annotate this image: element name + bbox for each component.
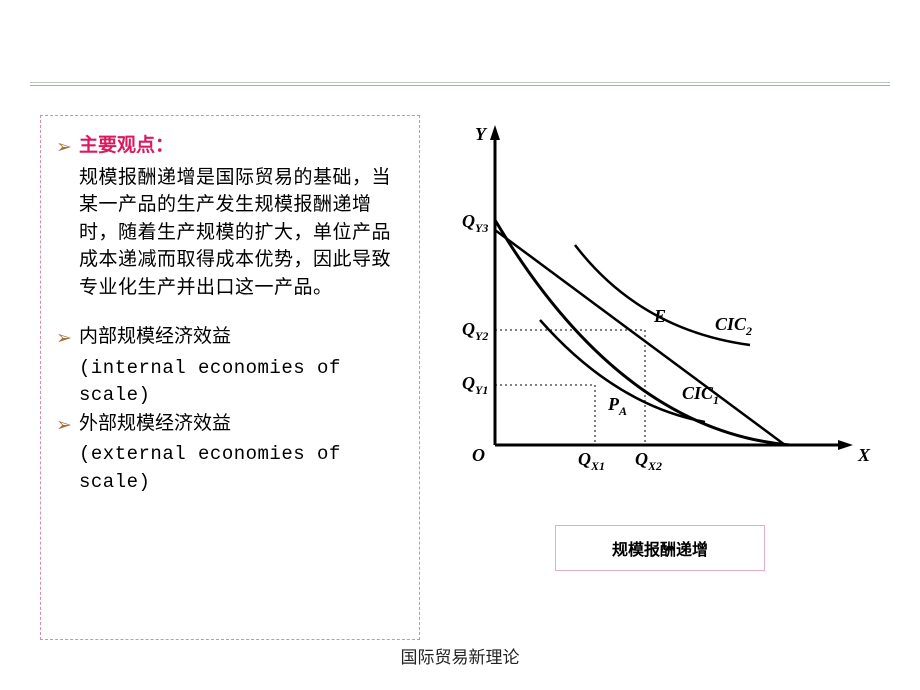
label-Y: Y <box>475 124 488 144</box>
bullet-arrow-icon: ➢ <box>49 132 79 162</box>
divider-bottom <box>30 85 890 86</box>
bullet-2: ➢ 内部规模经济效益 <box>49 323 407 353</box>
label-QX2: QX2 <box>635 449 662 473</box>
bullet-arrow-icon: ➢ <box>49 410 79 440</box>
divider-top <box>30 82 890 83</box>
label-PA: PA <box>607 394 627 418</box>
item3-sub: (external economies of scale) <box>49 441 407 496</box>
item2-sub: (internal economies of scale) <box>49 355 407 410</box>
bullet-arrow-icon: ➢ <box>49 323 79 353</box>
item2-title: 内部规模经济效益 <box>79 323 407 353</box>
label-QY2: QY2 <box>462 319 488 343</box>
diagram-panel: Y X O QY3 QY2 QY1 QX1 QX2 E PA CIC2 CIC1… <box>420 115 880 640</box>
label-X: X <box>857 445 871 465</box>
label-QY3: QY3 <box>462 211 488 235</box>
footer: 国际贸易新理论 <box>0 643 920 668</box>
diagram-caption: 规模报酬递增 <box>555 525 765 571</box>
heading: 主要观点： <box>79 132 407 162</box>
label-CIC2: CIC2 <box>715 314 752 338</box>
content-area: ➢ 主要观点： 规模报酬递增是国际贸易的基础，当某一产品的生产发生规模报酬递增时… <box>40 115 880 640</box>
body-text: 规模报酬递增是国际贸易的基础，当某一产品的生产发生规模报酬递增时，随着生产规模的… <box>49 164 407 302</box>
econ-diagram: Y X O QY3 QY2 QY1 QX1 QX2 E PA CIC2 CIC1 <box>420 115 880 495</box>
bullet-3: ➢ 外部规模经济效益 <box>49 410 407 440</box>
item3-title: 外部规模经济效益 <box>79 410 407 440</box>
text-panel: ➢ 主要观点： 规模报酬递增是国际贸易的基础，当某一产品的生产发生规模报酬递增时… <box>40 115 420 640</box>
bullet-1: ➢ 主要观点： <box>49 132 407 162</box>
label-O: O <box>472 445 485 465</box>
label-QX1: QX1 <box>578 449 605 473</box>
label-QY1: QY1 <box>462 373 488 397</box>
label-E: E <box>653 306 666 326</box>
label-CIC1: CIC1 <box>682 383 719 407</box>
